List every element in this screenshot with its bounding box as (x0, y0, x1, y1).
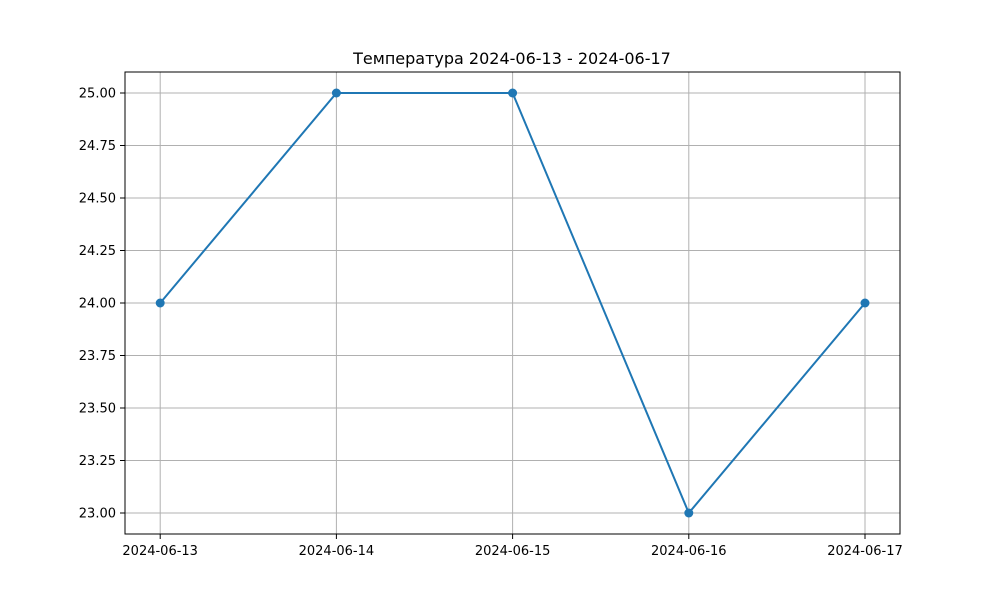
x-tick-label: 2024-06-15 (475, 544, 551, 559)
y-tick-label: 24.50 (79, 192, 116, 207)
x-tick-label: 2024-06-16 (651, 544, 727, 559)
data-point (331, 88, 341, 98)
x-tick-label: 2024-06-14 (299, 544, 375, 559)
data-point (508, 88, 518, 98)
y-tick-label: 23.25 (79, 454, 116, 469)
y-tick-label: 24.25 (79, 244, 116, 259)
y-tick-label: 23.50 (79, 402, 116, 417)
y-tick-label: 23.75 (79, 349, 116, 364)
grid-lines (125, 72, 900, 534)
axes: 2024-06-13 2024-06-14 2024-06-15 2024-06-16… (79, 87, 903, 560)
data-point (860, 298, 870, 308)
series-layer (155, 88, 870, 518)
data-point (155, 298, 165, 308)
y-tick-label: 24.75 (79, 139, 116, 154)
y-tick-label: 24.00 (79, 297, 116, 312)
data-point (684, 508, 694, 518)
y-tick-label: 25.00 (79, 87, 116, 102)
x-tick-label: 2024-06-13 (122, 544, 198, 559)
chart-title: Температура 2024-06-13 - 2024-06-17 (352, 49, 671, 68)
x-tick-label: 2024-06-17 (827, 544, 903, 559)
y-tick-label: 23.00 (79, 507, 116, 522)
